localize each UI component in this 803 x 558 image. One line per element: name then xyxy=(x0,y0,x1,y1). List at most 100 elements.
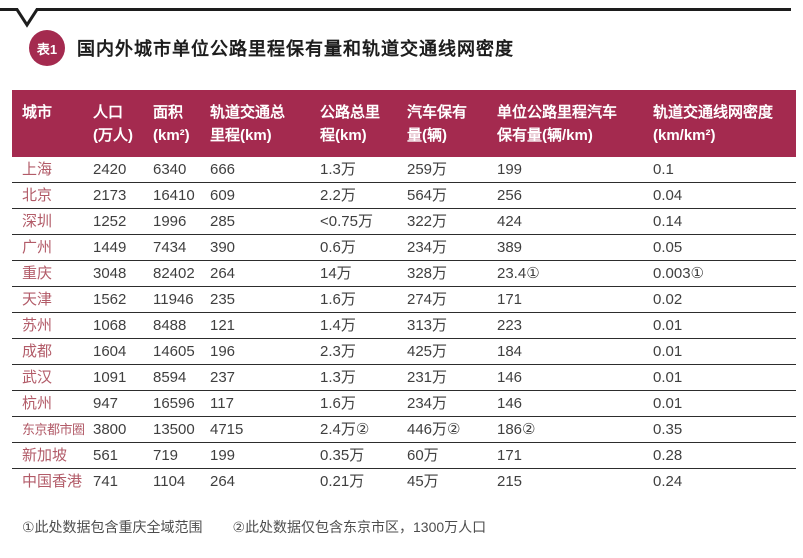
table-header-row: 城市 人口 (万人) 面积 (km²) 轨道交通总里程(km) 公路总里 程(km) 汽车保有量… xyxy=(12,90,796,157)
city-cell: 重庆 xyxy=(12,260,93,287)
value-cell: 264 xyxy=(210,260,320,287)
value-cell: 1091 xyxy=(93,364,153,391)
value-cell: 234万 xyxy=(407,234,497,261)
city-cell: 新加坡 xyxy=(12,442,93,469)
column-header-line: (万人) xyxy=(93,127,133,144)
column-header-population: 人口 (万人) xyxy=(93,90,153,157)
value-cell: 82402 xyxy=(153,260,210,287)
value-cell: 0.35 xyxy=(653,416,796,443)
table-row: 杭州 947 16596 117 1.6万 234万 146 0.01 xyxy=(12,390,796,417)
value-cell: 1996 xyxy=(153,208,210,235)
data-table: 城市 人口 (万人) 面积 (km²) 轨道交通总里程(km) 公路总里 程(km) 汽车保有量… xyxy=(12,90,796,494)
value-cell: 1604 xyxy=(93,338,153,365)
value-cell: 947 xyxy=(93,390,153,417)
column-header-line: 程(km) xyxy=(320,127,367,144)
value-cell: 666 xyxy=(210,157,320,183)
value-cell: 390 xyxy=(210,234,320,261)
table-row: 广州 1449 7434 390 0.6万 234万 389 0.05 xyxy=(12,234,796,261)
table-row: 北京 2173 16410 609 2.2万 564万 256 0.04 xyxy=(12,182,796,209)
value-cell: 235 xyxy=(210,286,320,313)
column-header-car-ownership: 汽车保有 量(辆) xyxy=(407,90,497,157)
table-body: 上海 2420 6340 666 1.3万 259万 199 0.1 北京 2173 16410 60… xyxy=(12,157,796,494)
value-cell: 184 xyxy=(497,338,653,365)
city-cell: 杭州 xyxy=(12,390,93,417)
value-cell: 186② xyxy=(497,416,653,443)
column-header-line: 量(辆) xyxy=(407,127,447,144)
value-cell: 1.3万 xyxy=(320,157,407,183)
value-cell: 425万 xyxy=(407,338,497,365)
city-cell: 成都 xyxy=(12,338,93,365)
value-cell: 23.4① xyxy=(497,260,653,287)
value-cell: 322万 xyxy=(407,208,497,235)
column-header-line: 轨道交通总 xyxy=(210,104,286,121)
value-cell: 4715 xyxy=(210,416,320,443)
value-cell: 1.6万 xyxy=(320,390,407,417)
table-row: 天津 1562 11946 235 1.6万 274万 171 0.02 xyxy=(12,286,796,313)
value-cell: 171 xyxy=(497,442,653,469)
footnote-2: ②此处数据仅包含东京市区，1300万人口 xyxy=(232,519,487,535)
value-cell: 171 xyxy=(497,286,653,313)
value-cell: 13500 xyxy=(153,416,210,443)
value-cell: 223 xyxy=(497,312,653,339)
value-cell: 1.4万 xyxy=(320,312,407,339)
value-cell: 1104 xyxy=(153,473,186,490)
value-cell: 1562 xyxy=(93,286,153,313)
value-cell: 1252 xyxy=(93,208,153,235)
column-header-city: 城市 xyxy=(12,90,93,157)
table-row: 武汉 1091 8594 237 1.3万 231万 146 0.01 xyxy=(12,364,796,391)
table-row: 新加坡 561 719 199 0.35万 60万 171 0.28 xyxy=(12,442,796,469)
column-header-rail-network-density: 轨道交通线网密度 (km/km²) xyxy=(653,90,796,157)
value-cell: 0.6万 xyxy=(320,234,407,261)
table-row: 东京都市圈 3800 13500 4715 2.4万② 446万② 186② 0.35 xyxy=(12,416,796,443)
value-cell: 1.3万 xyxy=(320,364,407,391)
table-title-row: 表1 国内外城市单位公路里程保有量和轨道交通线网密度 xyxy=(29,30,514,66)
value-cell: 16410 xyxy=(153,182,210,209)
value-cell: 2.4万② xyxy=(320,416,407,443)
table-row: 深圳 1252 1996 285 <0.75万 322万 424 0.14 xyxy=(12,208,796,235)
value-cell: 446万② xyxy=(407,416,497,443)
column-header-road-total-mileage: 公路总里 程(km) xyxy=(320,90,407,157)
value-cell: 146 xyxy=(497,364,653,391)
value-cell: 14605 xyxy=(153,338,210,365)
value-cell: 0.01 xyxy=(653,338,796,365)
table-row: 苏州 1068 8488 121 1.4万 313万 223 0.01 xyxy=(12,312,796,339)
city-cell: 武汉 xyxy=(12,364,93,391)
city-cell: 深圳 xyxy=(12,208,93,235)
value-cell: 2.3万 xyxy=(320,338,407,365)
value-cell: 609 xyxy=(210,182,320,209)
table-row: 成都 1604 14605 196 2.3万 425万 184 0.01 xyxy=(12,338,796,365)
value-cell: 313万 xyxy=(407,312,497,339)
value-cell: 0.01 xyxy=(653,312,796,339)
column-header-line: 里程(km) xyxy=(210,127,272,144)
city-cell: 东京都市圈 xyxy=(12,416,93,443)
column-header-line: (km/km²) xyxy=(653,127,716,144)
value-cell: 117 xyxy=(210,390,320,417)
page-title: 国内外城市单位公路里程保有量和轨道交通线网密度 xyxy=(77,39,514,59)
value-cell: 0.01 xyxy=(653,390,796,417)
value-cell: 328万 xyxy=(407,260,497,287)
value-cell: 199 xyxy=(497,157,653,183)
value-cell: 0.01 xyxy=(653,364,796,391)
value-cell: 0.02 xyxy=(653,286,796,313)
city-cell: 北京 xyxy=(12,182,93,209)
column-header-line: 城市 xyxy=(22,104,53,121)
value-cell: 0.28 xyxy=(653,442,796,469)
value-cell: 121 xyxy=(210,312,320,339)
value-cell: 0.04 xyxy=(653,182,796,209)
value-cell: 719 xyxy=(153,442,210,469)
value-cell: 234万 xyxy=(407,390,497,417)
value-cell: 0.14 xyxy=(653,208,796,235)
city-cell: 苏州 xyxy=(12,312,93,339)
value-cell: 0.21万 xyxy=(320,473,365,490)
column-header-line: (km²) xyxy=(153,127,190,144)
column-header-line: 面积 xyxy=(153,104,184,121)
column-header-line: 人口 xyxy=(93,104,124,121)
value-cell: 146 xyxy=(497,390,653,417)
footnote-1: ①此处数据包含重庆全域范围 xyxy=(22,519,203,535)
value-cell: 259万 xyxy=(407,157,497,183)
value-cell: 564万 xyxy=(407,182,497,209)
value-cell: 741 xyxy=(93,473,119,490)
value-cell: 6340 xyxy=(153,157,210,183)
value-cell: 285 xyxy=(210,208,320,235)
column-header-cars-per-road-km: 单位公路里程汽车 保有量(辆/km) xyxy=(497,90,653,157)
